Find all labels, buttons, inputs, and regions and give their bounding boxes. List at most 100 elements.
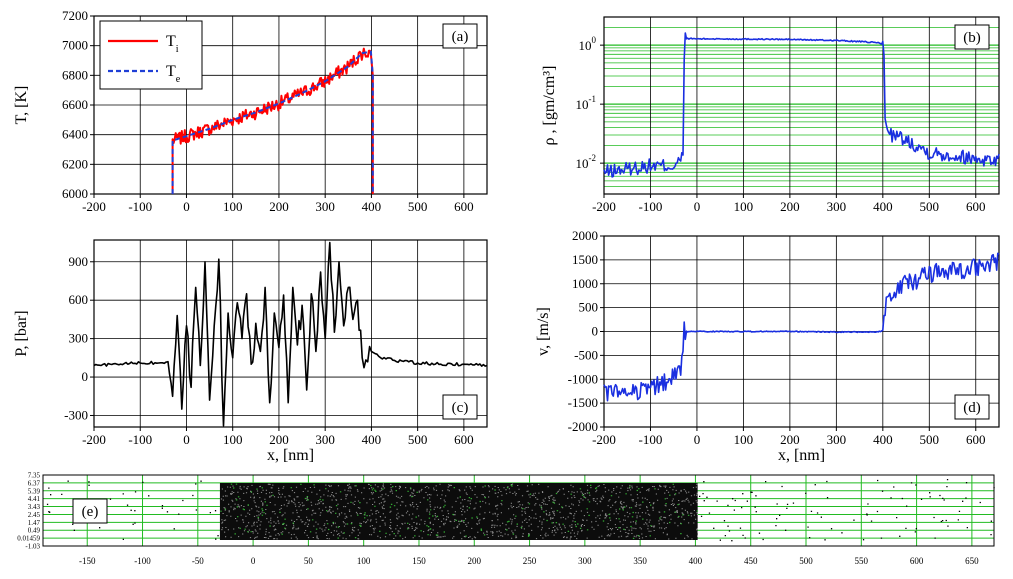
x-tick-label: -100 xyxy=(134,556,151,566)
x-tick-label: 100 xyxy=(223,432,243,447)
panel-label-box xyxy=(72,498,108,524)
panel-label: (e) xyxy=(82,504,99,520)
panel-label: (b) xyxy=(963,30,981,46)
x-tick-label: 600 xyxy=(966,199,986,214)
x-tick-label: 300 xyxy=(315,199,335,214)
x-tick-label: 200 xyxy=(269,432,289,447)
legend-label-subscript: i xyxy=(176,44,179,55)
y-tick-label: -1.03 xyxy=(25,543,40,551)
x-tick-label: 500 xyxy=(920,432,940,447)
y-tick-label: 2.45 xyxy=(28,511,41,519)
x-tick-label: 300 xyxy=(827,432,847,447)
x-tick-label: 300 xyxy=(827,199,847,214)
y-tick-label: 300 xyxy=(69,331,89,346)
y-tick-label: 2000 xyxy=(572,228,598,243)
y-tick-exponent: 0 xyxy=(592,35,597,45)
y-tick-label: 7200 xyxy=(62,8,88,23)
y-tick-label: 7000 xyxy=(62,38,88,53)
x-tick-label: 200 xyxy=(269,199,289,214)
y-tick-label: 600 xyxy=(69,292,89,307)
x-tick-label: 0 xyxy=(183,432,190,447)
x-tick-label: 200 xyxy=(468,556,482,566)
x-tick-label: 500 xyxy=(408,199,428,214)
x-tick-label: -200 xyxy=(592,199,616,214)
x-tick-label: 400 xyxy=(873,199,893,214)
x-tick-label: 0 xyxy=(251,556,256,566)
x-tick-label: 200 xyxy=(780,199,800,214)
x-tick-label: -100 xyxy=(128,199,152,214)
atom-specks xyxy=(220,483,699,540)
y-axis-label: P, [bar] xyxy=(13,310,30,356)
x-axis-label: x, [nm] xyxy=(267,447,314,464)
x-tick-label: 100 xyxy=(223,199,243,214)
y-tick-label: 1500 xyxy=(572,252,598,267)
x-tick-label: 350 xyxy=(633,556,647,566)
y-tick-exponent: -1 xyxy=(589,94,597,104)
panel-label-box xyxy=(442,394,478,420)
x-tick-label: 200 xyxy=(780,432,800,447)
y-tick-label: 1.47 xyxy=(28,519,41,527)
y-tick-label: 7.35 xyxy=(28,472,41,480)
y-axis-label: v, [m/s] xyxy=(535,307,552,356)
y-axis-label: ρ , [gm/cm³] xyxy=(541,66,558,146)
y-axis-label: T, [K] xyxy=(13,86,30,125)
y-tick-label: 5.39 xyxy=(28,487,41,495)
y-tick-label: 6000 xyxy=(62,186,88,201)
y-tick-label: -500 xyxy=(574,347,598,362)
series-line xyxy=(171,50,374,194)
y-tick-label: 10-2 xyxy=(576,153,597,171)
y-tick-label: 0.01459 xyxy=(17,535,40,543)
y-tick-label: 4.41 xyxy=(28,495,41,503)
panel-label-box xyxy=(442,23,478,49)
atom-specks-green xyxy=(220,483,699,539)
x-tick-label: 600 xyxy=(454,432,474,447)
y-tick-label: -1000 xyxy=(568,371,598,386)
plot-frame-e xyxy=(42,474,995,547)
x-tick-label: 0 xyxy=(694,199,701,214)
legend-label-subscript: e xyxy=(176,74,181,85)
x-tick-label: -200 xyxy=(82,199,106,214)
x-tick-label: 450 xyxy=(744,556,758,566)
y-tick-label: 0.49 xyxy=(28,527,41,535)
x-tick-label: -100 xyxy=(639,199,663,214)
series-line xyxy=(93,241,488,427)
x-tick-label: -100 xyxy=(128,432,152,447)
x-tick-label: 100 xyxy=(734,432,754,447)
panel-label-box xyxy=(954,24,990,50)
panel-label: (c) xyxy=(452,400,469,416)
x-tick-label: 300 xyxy=(578,556,592,566)
y-tick-label: 6400 xyxy=(62,127,88,142)
x-tick-label: 400 xyxy=(873,432,893,447)
x-tick-label: 400 xyxy=(689,556,703,566)
x-tick-label: 650 xyxy=(965,556,979,566)
y-tick-label: 100 xyxy=(579,35,597,53)
x-tick-label: -50 xyxy=(192,556,204,566)
x-tick-label: 500 xyxy=(408,432,428,447)
x-axis-label: x, [nm] xyxy=(778,447,825,464)
x-tick-label: 600 xyxy=(454,199,474,214)
plot-frame-b xyxy=(603,16,1000,195)
series-line xyxy=(603,252,1000,402)
x-tick-label: 550 xyxy=(855,556,869,566)
y-tick-label: 3.43 xyxy=(28,503,41,511)
x-tick-label: 50 xyxy=(304,556,314,566)
plot-frame-a xyxy=(93,15,488,195)
x-tick-label: 0 xyxy=(694,432,701,447)
x-tick-label: -100 xyxy=(639,432,663,447)
y-tick-label: -1500 xyxy=(568,395,598,410)
x-tick-label: 600 xyxy=(910,556,924,566)
x-tick-label: 300 xyxy=(315,432,335,447)
panel-label-box xyxy=(954,394,990,420)
x-tick-label: 100 xyxy=(357,556,371,566)
y-tick-label: 6200 xyxy=(62,156,88,171)
x-tick-label: 100 xyxy=(734,199,754,214)
y-tick-label: 900 xyxy=(69,254,89,269)
x-tick-label: 600 xyxy=(966,432,986,447)
x-tick-label: 0 xyxy=(183,199,190,214)
series-line xyxy=(171,47,374,194)
y-tick-label: 10-1 xyxy=(576,94,597,112)
legend-box xyxy=(99,20,203,90)
x-tick-label: -200 xyxy=(82,432,106,447)
